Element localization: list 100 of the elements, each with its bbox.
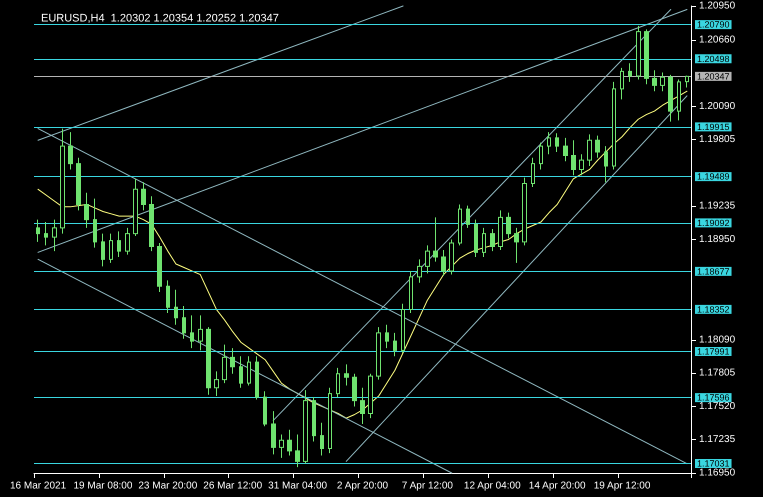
candlestick xyxy=(303,390,308,464)
candlestick xyxy=(466,205,470,228)
candlestick xyxy=(239,356,243,388)
ref-line-label: 1.20347 xyxy=(697,71,730,82)
candlestick xyxy=(109,233,113,264)
candlestick xyxy=(279,434,284,458)
candlestick xyxy=(571,140,576,176)
candlestick xyxy=(84,192,89,228)
x-tick-label: 16 Mar 2021 xyxy=(10,480,67,492)
candlestick xyxy=(522,177,527,246)
candlestick xyxy=(393,332,397,357)
candlestick xyxy=(222,344,227,384)
ref-line-label: 1.20498 xyxy=(697,54,730,64)
candlestick xyxy=(93,198,97,248)
candlestick xyxy=(652,70,657,92)
candlestick xyxy=(263,390,267,427)
candlestick xyxy=(174,289,178,326)
text: EURUSD,H4 1.20302 1.20354 1.20252 1.20347 xyxy=(41,12,279,24)
candlestick xyxy=(271,410,276,455)
ref-line-label: 1.17031 xyxy=(697,458,730,469)
y-tick-label: 1.18950 xyxy=(699,234,736,245)
candlestick xyxy=(287,429,292,456)
candlestick xyxy=(449,239,454,276)
x-tick-label: 23 Mar 20:00 xyxy=(138,480,198,492)
y-tick-label: 1.17235 xyxy=(699,434,736,446)
x-tick-label: 14 Apr 20:00 xyxy=(528,480,586,492)
candlestick xyxy=(668,74,673,122)
ref-line-label: 1.19489 xyxy=(697,172,730,182)
candlestick xyxy=(182,306,186,340)
candlestick xyxy=(214,370,219,396)
candlestick xyxy=(247,356,251,386)
candlestick xyxy=(628,62,632,82)
candlestick xyxy=(320,422,324,456)
x-tick-label: 19 Mar 08:00 xyxy=(73,480,133,492)
candlestick xyxy=(68,132,73,170)
x-tick-label: 12 Apr 04:00 xyxy=(464,480,522,492)
candlestick xyxy=(190,314,194,349)
candlestick xyxy=(587,134,592,166)
candlestick xyxy=(612,81,616,170)
y-tick-label: 1.19235 xyxy=(699,200,736,212)
candlestick xyxy=(36,219,40,242)
candlestick xyxy=(60,128,65,234)
y-tick-label: 1.17805 xyxy=(699,368,736,379)
candlestick xyxy=(44,221,48,246)
candlestick xyxy=(149,196,154,252)
x-tick-label: 31 Mar 04:00 xyxy=(268,480,328,492)
x-tick-label: 2 Apr 20:00 xyxy=(336,480,389,492)
x-tick-label: 19 Apr 12:00 xyxy=(594,480,651,492)
candlestick xyxy=(514,227,519,264)
ref-line-label: 1.19915 xyxy=(697,122,730,132)
candlestick xyxy=(490,228,495,252)
candlestick xyxy=(101,233,105,267)
candlestick xyxy=(385,324,389,349)
candlestick xyxy=(352,373,357,407)
candlestick xyxy=(206,326,211,396)
candlestick xyxy=(555,132,559,152)
candlestick xyxy=(685,75,689,88)
y-tick-label: 1.18090 xyxy=(699,334,736,346)
candlestick xyxy=(425,244,430,274)
ref-line-label: 1.17596 xyxy=(697,392,730,403)
candlestick xyxy=(506,212,511,239)
y-tick-label: 1.17520 xyxy=(699,400,736,412)
candlestick xyxy=(539,142,543,170)
ref-line-label: 1.17991 xyxy=(697,346,730,356)
y-tick-label: 1.20950 xyxy=(699,0,736,12)
candlestick xyxy=(376,326,381,380)
x-tick-label: 26 Mar 12:00 xyxy=(203,480,263,492)
candlestick xyxy=(441,250,446,276)
candlestick xyxy=(344,364,349,386)
y-tick-label: 1.19805 xyxy=(699,134,736,146)
y-tick-label: 1.16950 xyxy=(699,468,736,478)
candlestick xyxy=(312,396,316,442)
candlestick xyxy=(547,132,551,155)
candlestick xyxy=(76,157,81,211)
x-tick-label: 7 Apr 12:00 xyxy=(402,480,454,492)
candlestick xyxy=(230,348,235,374)
y-tick-label: 1.20660 xyxy=(699,34,736,46)
y-tick-label: 1.20090 xyxy=(699,100,736,112)
candlestick xyxy=(360,387,365,424)
candlestick xyxy=(677,79,681,121)
candlestick xyxy=(595,135,600,158)
candlestick xyxy=(531,157,535,188)
candlestick xyxy=(636,25,641,80)
candlestick xyxy=(198,314,203,351)
candlestick xyxy=(433,216,438,262)
candlestick xyxy=(255,356,259,400)
candlestick xyxy=(52,219,57,252)
candlestick xyxy=(117,230,121,258)
candlestick xyxy=(563,137,568,162)
candlestick xyxy=(417,258,422,284)
candlestick xyxy=(409,270,413,314)
candlestick xyxy=(336,367,340,398)
candlestick xyxy=(644,28,649,85)
candlestick xyxy=(125,227,130,256)
candlestick xyxy=(482,227,486,258)
candlestick xyxy=(401,303,405,354)
candlestick xyxy=(498,210,503,251)
candlestick xyxy=(660,72,665,92)
line-series xyxy=(38,90,688,419)
candlestick xyxy=(166,280,170,314)
